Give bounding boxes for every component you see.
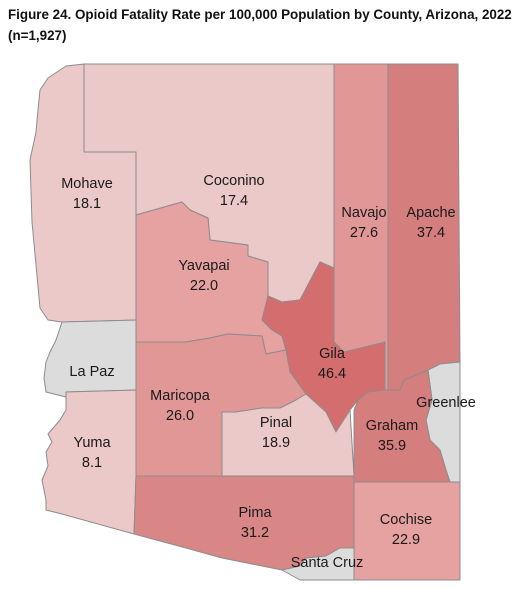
cochise-value: 22.9 xyxy=(392,532,420,548)
figure-title-line1: Figure 24. Opioid Fatality Rate per 100,… xyxy=(8,7,512,22)
graham-value: 35.9 xyxy=(378,438,406,454)
county-la-paz[interactable] xyxy=(43,319,137,398)
pinal-name: Pinal xyxy=(260,415,292,431)
apache-value: 37.4 xyxy=(417,225,445,241)
pima-value: 31.2 xyxy=(241,525,269,541)
graham-name: Graham xyxy=(366,418,418,434)
yavapai-name: Yavapai xyxy=(178,258,229,274)
pima-name: Pima xyxy=(238,505,272,521)
yuma-name: Yuma xyxy=(73,435,111,451)
coconino-name: Coconino xyxy=(203,173,264,189)
santa-cruz-name: Santa Cruz xyxy=(291,555,364,571)
la-paz-name: La Paz xyxy=(69,364,114,380)
county-graham[interactable] xyxy=(353,369,451,483)
county-santa-cruz[interactable] xyxy=(281,547,355,581)
maricopa-value: 26.0 xyxy=(166,408,194,424)
apache-name: Apache xyxy=(406,205,455,221)
mohave-name: Mohave xyxy=(61,176,113,192)
yavapai-value: 22.0 xyxy=(190,278,218,294)
gila-value: 46.4 xyxy=(318,366,346,382)
cochise-name: Cochise xyxy=(380,512,432,528)
figure-title: Figure 24. Opioid Fatality Rate per 100,… xyxy=(8,4,514,46)
maricopa-name: Maricopa xyxy=(150,388,211,404)
greenlee-name: Greenlee xyxy=(416,395,476,411)
pinal-value: 18.9 xyxy=(262,435,290,451)
yuma-value: 8.1 xyxy=(82,455,102,471)
mohave-value: 18.1 xyxy=(73,196,101,212)
figure-title-line2: (n=1,927) xyxy=(8,28,67,43)
navajo-name: Navajo xyxy=(341,205,386,221)
gila-name: Gila xyxy=(319,346,346,362)
navajo-value: 27.6 xyxy=(350,225,378,241)
coconino-value: 17.4 xyxy=(220,193,248,209)
county-cochise[interactable] xyxy=(353,481,461,581)
